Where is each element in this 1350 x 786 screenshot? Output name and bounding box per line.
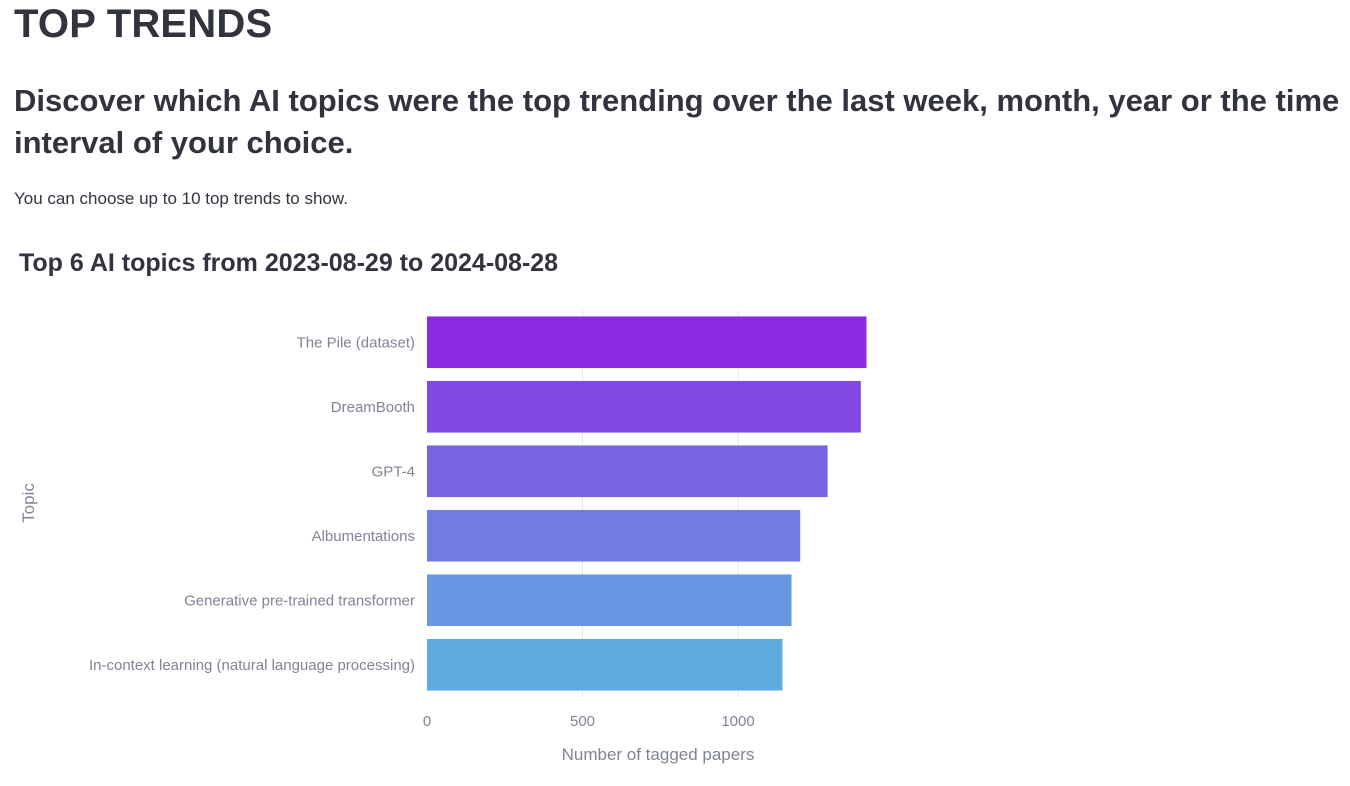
page-title: TOP TRENDS	[14, 2, 273, 46]
x-tick-labels: 0 500 1000	[423, 713, 755, 730]
y-tick-label: Generative pre-trained transformer	[184, 592, 415, 609]
x-tick-label: 1000	[721, 713, 754, 730]
y-axis-title: Topic	[19, 483, 38, 523]
y-tick-label: In-context learning (natural language pr…	[89, 657, 415, 674]
bar-1[interactable]	[427, 380, 861, 433]
x-tick-label: 0	[423, 713, 431, 730]
bar-0[interactable]	[427, 316, 867, 369]
intro-text: You can choose up to 10 top trends to sh…	[14, 189, 348, 208]
x-axis-title: Number of tagged papers	[562, 745, 755, 764]
bar-5[interactable]	[427, 638, 783, 691]
bars	[427, 316, 867, 691]
x-tick-label: 500	[570, 713, 595, 730]
y-tick-label: Albumentations	[312, 528, 415, 545]
bar-4[interactable]	[427, 574, 792, 627]
bar-3[interactable]	[427, 509, 801, 562]
y-tick-label: DreamBooth	[331, 399, 415, 416]
y-tick-label: GPT-4	[372, 463, 415, 480]
y-tick-labels: The Pile (dataset) DreamBooth GPT-4 Albumen…	[89, 334, 415, 674]
page-subtitle: Discover which AI topics were the top tr…	[14, 83, 1340, 160]
y-tick-label: The Pile (dataset)	[297, 334, 415, 351]
chart-title: Top 6 AI topics from 2023-08-29 to 2024-…	[19, 249, 559, 277]
bar-2[interactable]	[427, 445, 828, 498]
gridlines	[582, 310, 739, 697]
